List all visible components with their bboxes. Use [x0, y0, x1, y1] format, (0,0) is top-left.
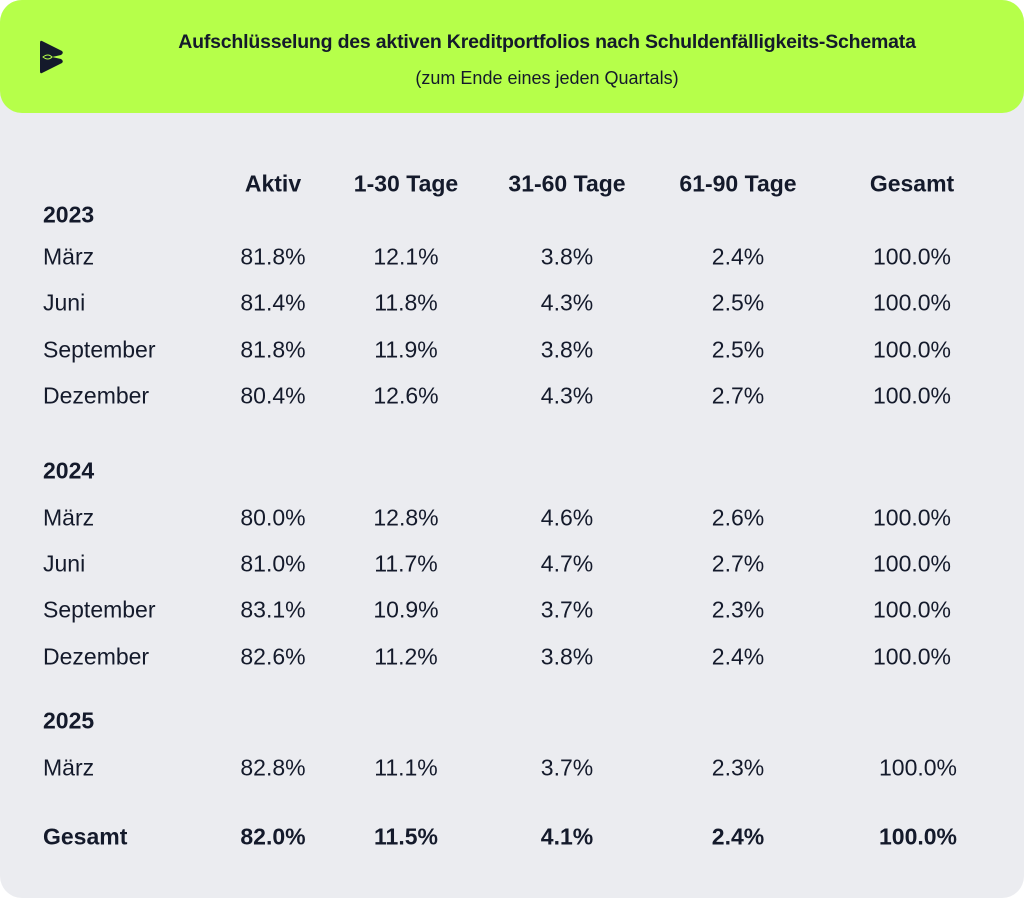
- row-label: März: [43, 504, 95, 531]
- table-cell: 81.0%: [240, 550, 306, 577]
- table-cell: 100.0%: [878, 754, 958, 781]
- row-label: Juni: [43, 550, 86, 577]
- table-cell: 100.0%: [872, 504, 952, 531]
- total-cell: 2.4%: [711, 823, 765, 850]
- table-cell: 80.0%: [240, 504, 306, 531]
- table-cell: 12.8%: [373, 504, 439, 531]
- column-header: 61-90 Tage: [679, 170, 797, 197]
- table-cell: 2.7%: [711, 382, 765, 409]
- row-label: September: [43, 336, 156, 363]
- table-cell: 3.7%: [540, 596, 594, 623]
- column-header: 31-60 Tage: [508, 170, 626, 197]
- table-cell: 2.7%: [711, 550, 765, 577]
- table-cell: 4.7%: [540, 550, 594, 577]
- table-cell: 100.0%: [872, 289, 952, 316]
- table-cell: 4.3%: [540, 382, 594, 409]
- column-header: Aktiv: [244, 170, 302, 197]
- table-cell: 100.0%: [872, 382, 952, 409]
- table-cell: 81.8%: [240, 336, 306, 363]
- table-cell: 82.6%: [240, 643, 306, 670]
- table-cell: 100.0%: [872, 243, 952, 270]
- table-cell: 11.1%: [374, 754, 438, 781]
- year-heading: 2025: [43, 707, 95, 734]
- table-cell: 80.4%: [240, 382, 306, 409]
- row-label: Juni: [43, 289, 86, 316]
- total-cell: 4.1%: [540, 823, 594, 850]
- table-cell: 2.5%: [711, 336, 765, 363]
- year-heading: 2023: [43, 201, 95, 228]
- page-subtitle: (zum Ende eines jeden Quartals): [415, 68, 679, 88]
- page-title: Aufschlüsselung des aktiven Kreditportfo…: [178, 31, 916, 53]
- row-label: März: [43, 243, 95, 270]
- brand-logo-icon: [40, 40, 63, 74]
- total-label: Gesamt: [43, 823, 128, 850]
- column-header: Gesamt: [869, 170, 955, 197]
- table-cell: 3.8%: [540, 336, 594, 363]
- table-cell: 100.0%: [872, 596, 952, 623]
- table-cell: 81.4%: [240, 289, 306, 316]
- table-cell: 83.1%: [240, 596, 306, 623]
- year-heading: 2024: [43, 457, 95, 484]
- table-cell: 11.9%: [374, 336, 438, 363]
- table-cell: 3.8%: [540, 643, 594, 670]
- table-cell: 100.0%: [872, 336, 952, 363]
- table-cell: 10.9%: [373, 596, 439, 623]
- table-cell: 12.1%: [373, 243, 439, 270]
- table-cell: 100.0%: [872, 643, 952, 670]
- table-cell: 4.6%: [540, 504, 594, 531]
- table-cell: 100.0%: [872, 550, 952, 577]
- table-cell: 11.7%: [374, 550, 438, 577]
- table-cell: 2.4%: [711, 643, 765, 670]
- total-cell: 100.0%: [878, 823, 958, 850]
- row-label: Dezember: [43, 382, 150, 409]
- row-label: März: [43, 754, 95, 781]
- table-cell: 2.4%: [711, 243, 765, 270]
- table-cell: 11.2%: [374, 643, 438, 670]
- table-cell: 82.8%: [240, 754, 306, 781]
- row-label: September: [43, 596, 156, 623]
- table-cell: 2.5%: [711, 289, 765, 316]
- table-cell: 4.3%: [540, 289, 594, 316]
- table-cell: 2.3%: [711, 754, 765, 781]
- total-cell: 11.5%: [374, 823, 438, 850]
- header-banner: Aufschlüsselung des aktiven Kreditportfo…: [0, 0, 1024, 113]
- table-cell: 11.8%: [374, 289, 438, 316]
- table-cell: 12.6%: [373, 382, 439, 409]
- table-cell: 2.6%: [711, 504, 765, 531]
- table-cell: 3.7%: [540, 754, 594, 781]
- table-cell: 2.3%: [711, 596, 765, 623]
- table-cell: 81.8%: [240, 243, 306, 270]
- total-cell: 82.0%: [240, 823, 306, 850]
- table-cell: 3.8%: [540, 243, 594, 270]
- row-label: Dezember: [43, 643, 150, 670]
- column-header: 1-30 Tage: [353, 170, 459, 197]
